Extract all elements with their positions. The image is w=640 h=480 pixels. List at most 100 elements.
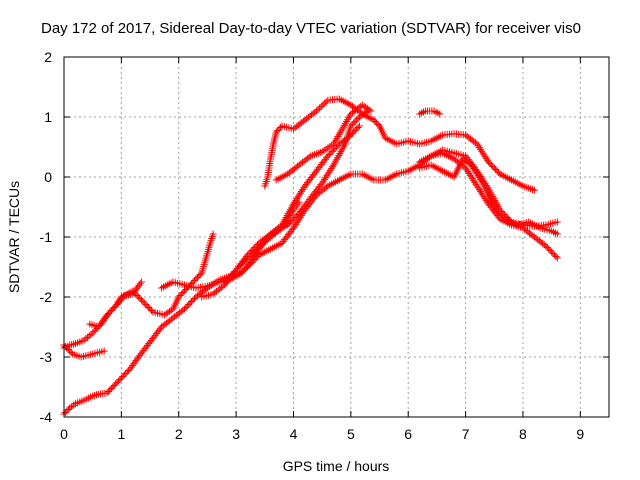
- data-point: [325, 168, 333, 176]
- chart-title: Day 172 of 2017, Sidereal Day-to-day VTE…: [41, 20, 581, 37]
- data-point: [176, 292, 184, 299]
- series-track-9: [272, 101, 375, 184]
- data-point: [479, 149, 487, 157]
- data-point: [289, 224, 297, 232]
- data-point: [82, 335, 90, 343]
- data-point: [146, 305, 154, 313]
- y-tick-label: 1: [44, 109, 52, 125]
- data-point: [137, 278, 145, 286]
- data-point: [61, 409, 69, 416]
- data-point: [348, 121, 356, 128]
- data-point: [316, 104, 324, 112]
- data-point: [272, 128, 280, 136]
- data-point: [466, 171, 474, 179]
- data-point: [330, 146, 338, 154]
- data-point: [496, 209, 504, 217]
- data-point: [85, 332, 93, 340]
- data-point: [327, 165, 335, 173]
- data-point: [248, 259, 256, 266]
- data-point: [472, 180, 480, 188]
- series-track-8: [261, 95, 538, 194]
- data-point: [350, 119, 358, 127]
- data-point: [100, 347, 108, 355]
- data-point: [130, 289, 138, 296]
- data-point: [351, 127, 359, 134]
- data-point: [468, 163, 476, 171]
- data-point: [323, 172, 331, 180]
- data-point: [333, 143, 340, 151]
- data-point: [292, 196, 300, 204]
- data-point: [120, 371, 128, 379]
- data-point: [348, 130, 356, 137]
- data-point: [344, 134, 352, 142]
- data-point: [178, 290, 186, 298]
- data-point: [474, 142, 482, 150]
- data-point: [481, 153, 489, 161]
- data-point: [287, 218, 295, 226]
- series-track-3: [60, 278, 145, 352]
- y-tick-label: -4: [40, 409, 53, 425]
- data-point: [112, 380, 120, 388]
- data-point: [482, 196, 490, 204]
- data-point: [136, 280, 144, 288]
- data-point: [490, 164, 498, 172]
- data-point: [292, 212, 300, 220]
- data-point: [293, 195, 301, 203]
- series-track-10: [416, 107, 444, 118]
- data-point: [245, 262, 253, 269]
- data-point: [252, 254, 260, 262]
- y-tick-label: 0: [44, 169, 52, 185]
- data-point: [291, 198, 299, 206]
- data-point: [106, 386, 114, 394]
- data-point: [87, 330, 95, 338]
- data-point: [135, 293, 143, 301]
- data-point: [90, 328, 98, 335]
- data-point: [347, 122, 355, 130]
- data-point: [328, 148, 336, 155]
- data-point: [133, 292, 141, 299]
- data-point: [179, 289, 187, 296]
- data-point: [67, 349, 75, 356]
- data-point: [312, 107, 320, 115]
- data-point: [499, 212, 507, 220]
- data-point: [249, 245, 257, 253]
- data-point: [305, 153, 313, 161]
- data-point: [209, 230, 217, 238]
- data-point: [114, 298, 122, 306]
- data-point: [147, 307, 155, 314]
- data-point: [493, 167, 501, 175]
- data-point: [475, 144, 483, 152]
- data-point: [475, 186, 483, 194]
- data-point: [324, 170, 332, 178]
- data-point: [370, 116, 378, 124]
- x-axis-label: GPS time / hours: [283, 458, 390, 474]
- data-point: [553, 218, 561, 226]
- data-point: [546, 247, 554, 254]
- data-point: [467, 161, 475, 169]
- data-point: [91, 391, 99, 399]
- data-point: [112, 302, 120, 310]
- data-point: [246, 260, 254, 268]
- data-point: [548, 248, 556, 256]
- data-point: [182, 304, 190, 311]
- data-point: [476, 145, 484, 153]
- data-point: [245, 250, 253, 257]
- data-point: [274, 127, 282, 134]
- data-point: [490, 203, 498, 211]
- data-point: [489, 163, 497, 170]
- x-tick-label: 5: [347, 426, 355, 442]
- data-point: [143, 302, 151, 310]
- data-point: [92, 326, 100, 334]
- data-point: [295, 215, 303, 223]
- data-point: [465, 169, 473, 177]
- data-point: [314, 105, 322, 113]
- data-point: [248, 247, 256, 254]
- data-point: [193, 274, 201, 281]
- data-point: [277, 124, 285, 131]
- x-tick-label: 9: [576, 426, 584, 442]
- data-point: [292, 220, 300, 228]
- data-point: [471, 166, 479, 174]
- data-point: [487, 161, 495, 169]
- data-point: [104, 388, 112, 395]
- data-point: [219, 282, 227, 290]
